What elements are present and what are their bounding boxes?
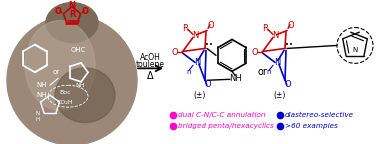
Text: >60 examples: >60 examples [285, 123, 338, 129]
Text: N: N [352, 47, 358, 53]
Text: O: O [172, 48, 178, 57]
Text: Boc: Boc [59, 90, 71, 95]
Text: ••: •• [205, 42, 213, 48]
Text: dual C-N/C-C annulation: dual C-N/C-C annulation [178, 112, 265, 118]
Text: or: or [53, 69, 60, 75]
Text: O: O [208, 21, 214, 30]
Text: O: O [82, 7, 89, 16]
Text: CO₂H: CO₂H [57, 100, 73, 105]
Text: diastereo-selective: diastereo-selective [285, 112, 354, 118]
Text: n: n [187, 69, 191, 75]
Text: (±): (±) [194, 91, 206, 100]
Text: N: N [36, 111, 40, 116]
Text: toulene: toulene [135, 60, 164, 69]
Text: OHC: OHC [70, 47, 86, 53]
Ellipse shape [46, 3, 98, 42]
Text: n: n [267, 69, 271, 75]
Text: N: N [68, 1, 76, 10]
Text: O: O [285, 80, 291, 89]
Text: AcOH: AcOH [139, 53, 160, 62]
Text: O: O [252, 48, 258, 57]
Text: O: O [288, 21, 294, 30]
Text: NH: NH [37, 82, 47, 88]
Ellipse shape [7, 16, 137, 144]
Text: Δ: Δ [147, 71, 153, 81]
Text: N: N [192, 31, 198, 40]
Text: NH: NH [37, 92, 47, 98]
Text: bridged penta/hexacyclics: bridged penta/hexacyclics [178, 123, 274, 129]
Text: O: O [205, 80, 211, 89]
Text: or: or [257, 67, 267, 77]
Text: R: R [262, 24, 268, 33]
Text: O: O [55, 7, 62, 16]
Text: NH: NH [229, 74, 242, 83]
Text: (±): (±) [274, 91, 286, 100]
Text: N: N [194, 58, 200, 67]
Ellipse shape [25, 21, 95, 110]
Text: R: R [69, 10, 75, 19]
Text: ••: •• [285, 42, 293, 48]
Text: R: R [182, 24, 188, 33]
Text: H: H [36, 117, 40, 122]
Text: N: N [274, 58, 280, 67]
Text: NH: NH [75, 83, 85, 88]
Ellipse shape [55, 68, 115, 123]
Text: N: N [272, 31, 278, 40]
